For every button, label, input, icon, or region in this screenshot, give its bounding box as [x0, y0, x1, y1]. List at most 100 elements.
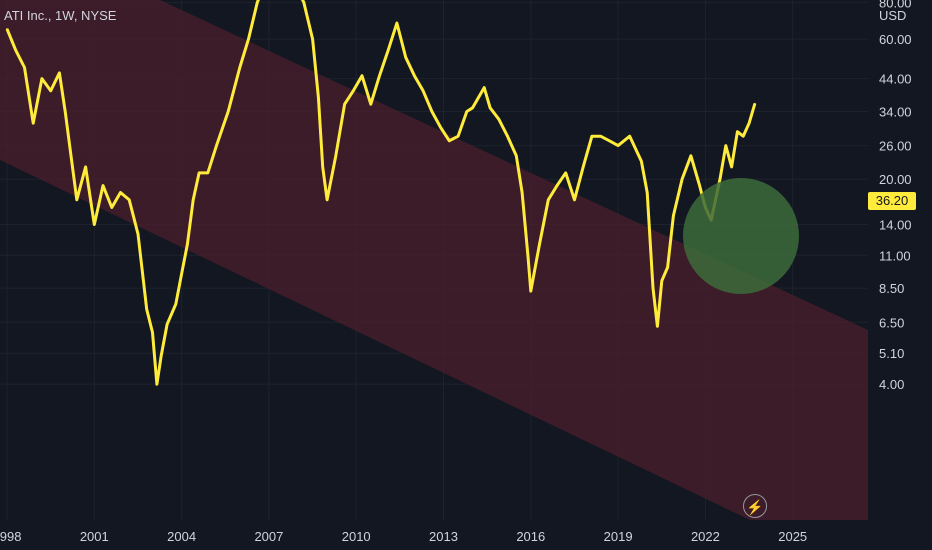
price-point — [180, 273, 183, 275]
price-point — [719, 178, 721, 180]
price-point — [160, 354, 162, 357]
price-point — [227, 110, 229, 113]
price-point — [317, 96, 320, 99]
price-point — [303, 1, 305, 4]
price-point — [573, 199, 576, 201]
x-tick-label: 2019 — [604, 529, 633, 544]
price-point — [736, 130, 739, 133]
price-point — [58, 72, 61, 74]
price-point — [666, 266, 669, 269]
price-point — [656, 325, 659, 328]
price-point — [591, 135, 593, 137]
price-point — [175, 303, 177, 305]
price-point — [448, 140, 451, 142]
price-point — [396, 22, 398, 24]
price-point — [748, 122, 750, 124]
x-tick-label: 2004 — [167, 529, 196, 544]
price-point — [413, 74, 416, 77]
price-point — [151, 331, 154, 334]
price-point — [538, 243, 541, 245]
price-point — [483, 86, 486, 89]
currency-label[interactable]: USD — [879, 8, 907, 23]
y-axis[interactable]: 110.0080.0060.0044.0034.0026.0020.0014.0… — [879, 0, 918, 392]
price-point — [70, 155, 72, 157]
price-point — [439, 126, 442, 129]
chart-title[interactable]: ATI Inc., 1W, NYSE — [4, 8, 117, 23]
price-point — [186, 243, 189, 245]
price-point — [378, 74, 381, 77]
price-point — [725, 144, 727, 147]
price-point — [457, 135, 459, 137]
y-tick-label: 5.10 — [879, 346, 904, 361]
price-point — [247, 38, 250, 40]
price-point — [361, 74, 363, 77]
x-tick-label: 2007 — [254, 529, 283, 544]
price-point — [690, 155, 692, 157]
y-tick-label: 8.50 — [879, 281, 904, 296]
x-tick-label: 2010 — [342, 529, 371, 544]
y-tick-label: 20.00 — [879, 172, 912, 187]
y-tick-label: 11.00 — [879, 248, 911, 263]
price-point — [527, 254, 529, 257]
downtrend-channel — [0, 0, 868, 520]
x-tick-label: 2013 — [429, 529, 458, 544]
price-point — [431, 110, 433, 113]
price-point — [530, 290, 532, 292]
price-point — [326, 199, 328, 201]
price-line-group — [5, 0, 757, 386]
price-point — [564, 172, 567, 174]
price-point — [343, 103, 346, 105]
y-tick-label: 34.00 — [879, 104, 912, 119]
price-point — [192, 199, 194, 201]
price-point — [145, 308, 148, 311]
price-point — [556, 184, 558, 187]
price-point — [422, 90, 424, 92]
x-tick-label: 2022 — [691, 529, 720, 544]
price-point — [404, 56, 407, 59]
price-point — [137, 233, 139, 235]
price-point — [335, 155, 337, 157]
price-point — [628, 135, 631, 137]
price-point — [599, 135, 602, 137]
price-point — [672, 214, 675, 217]
price-point — [387, 49, 390, 51]
x-tick-label: 2001 — [80, 529, 109, 544]
price-point — [661, 280, 663, 282]
price-point — [41, 77, 43, 80]
price-point — [698, 184, 701, 187]
price-point — [652, 287, 654, 289]
price-point — [166, 323, 168, 326]
price-point — [84, 166, 87, 168]
price-point — [608, 140, 611, 142]
y-tick-label: 26.00 — [879, 139, 912, 154]
price-point — [742, 135, 744, 137]
price-point — [681, 178, 683, 180]
price-point — [370, 103, 372, 105]
price-point — [498, 118, 500, 120]
lightning-icon[interactable]: ⚡ — [743, 494, 767, 518]
x-tick-label: 2025 — [778, 529, 807, 544]
y-tick-label: 4.00 — [879, 377, 904, 392]
price-point — [76, 199, 78, 201]
y-tick-label: 80.00 — [879, 0, 912, 10]
price-point — [198, 172, 200, 174]
price-point — [547, 199, 550, 201]
price-point — [466, 110, 468, 113]
price-point — [506, 135, 509, 137]
price-point — [6, 28, 8, 30]
breakout-highlight-circle — [683, 178, 799, 294]
price-point — [93, 223, 96, 226]
price-point — [119, 191, 122, 194]
last-price-tag: 36.20 — [868, 192, 916, 210]
y-tick-label: 14.00 — [879, 218, 912, 233]
price-point — [23, 66, 26, 69]
x-axis[interactable]: 1998 2001 2004 2007 2010 2013 2016 2019 2022 2025 — [0, 529, 807, 544]
price-point — [207, 172, 209, 174]
y-tick-label: 44.00 — [879, 72, 912, 87]
price-point — [156, 383, 158, 386]
price-series-line — [5, 0, 757, 386]
price-point — [321, 166, 324, 168]
price-point — [582, 166, 584, 168]
